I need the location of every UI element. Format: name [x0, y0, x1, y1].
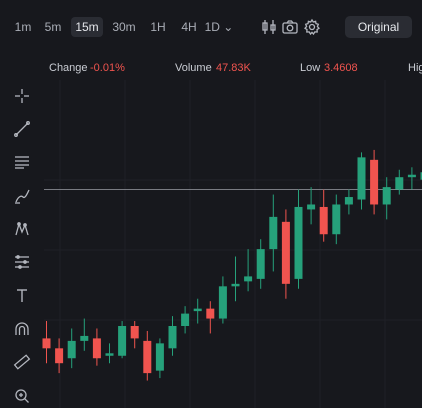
candle	[168, 316, 177, 356]
candle-body	[344, 197, 353, 205]
drawing-toolbar	[0, 82, 44, 408]
chart-grid	[44, 80, 422, 408]
crosshair-icon[interactable]	[12, 86, 32, 106]
candle	[130, 321, 139, 349]
candle	[319, 189, 328, 242]
candle-body	[370, 159, 379, 205]
indicators-icon[interactable]	[259, 17, 279, 37]
volume-label: Volume	[175, 62, 212, 74]
timeframe-4h[interactable]: 4H	[181, 20, 197, 34]
candle-body	[168, 326, 177, 349]
candle	[307, 187, 316, 225]
timeframe-1h[interactable]: 1H	[150, 20, 166, 34]
horizontal-lines-icon[interactable]	[12, 152, 32, 172]
top-bar: 1m 5m 15m 30m 1H 4H 1D ⌄ Original	[0, 0, 422, 54]
candle	[218, 276, 227, 324]
candle	[256, 239, 265, 289]
candle-body	[80, 335, 89, 341]
candle	[55, 338, 64, 374]
original-view-button[interactable]: Original	[345, 16, 412, 38]
pattern-icon[interactable]	[12, 219, 32, 239]
candle	[92, 328, 101, 366]
candles	[42, 149, 422, 381]
candle	[407, 167, 416, 190]
low-label: Low	[300, 62, 321, 74]
candle-body	[332, 204, 341, 235]
stats-bar: Change -0.01% Volume 47.83K Low 3.4608 H…	[0, 60, 422, 78]
candle	[105, 343, 114, 364]
candle-body	[42, 338, 51, 349]
candle-body	[281, 221, 290, 284]
candle-body	[294, 206, 303, 279]
candle-body	[244, 276, 253, 282]
candle	[231, 256, 240, 302]
change-value: -0.01%	[90, 62, 125, 74]
candle	[181, 306, 190, 334]
measure-lines-icon[interactable]	[12, 252, 32, 272]
candle	[143, 330, 152, 381]
candle	[420, 172, 422, 180]
timeframe-15m[interactable]: 15m	[71, 17, 103, 37]
ruler-icon[interactable]	[12, 352, 32, 372]
candle-body	[319, 206, 328, 235]
candle	[370, 149, 379, 215]
low-value: 3.4608	[324, 62, 358, 74]
candle	[294, 189, 303, 289]
candle-body	[55, 348, 64, 364]
candle	[193, 298, 202, 324]
magnet-icon[interactable]	[12, 319, 32, 339]
candle	[382, 177, 391, 220]
candle	[67, 328, 76, 369]
candle-body	[130, 326, 139, 339]
candle	[332, 194, 341, 245]
candle	[281, 209, 290, 299]
gear-icon[interactable]	[302, 17, 322, 37]
trend-line-icon[interactable]	[12, 119, 32, 139]
candle-body	[420, 172, 422, 180]
zoom-in-icon[interactable]	[12, 386, 32, 406]
timeframe-5m[interactable]: 5m	[44, 20, 62, 34]
candle	[118, 321, 127, 359]
timeframe-1m[interactable]: 1m	[14, 20, 32, 34]
candle-body	[92, 338, 101, 359]
candle	[155, 338, 164, 379]
candle	[42, 321, 51, 364]
candle-body	[143, 340, 152, 374]
timeframe-1d[interactable]: 1D ⌄	[204, 20, 234, 34]
volume-value: 47.83K	[216, 62, 251, 74]
candle	[269, 194, 278, 272]
candle-body	[357, 157, 366, 200]
candle-body	[67, 340, 76, 359]
candle-body	[269, 216, 278, 250]
candle-body	[218, 286, 227, 319]
candle	[244, 249, 253, 292]
candle-body	[155, 343, 164, 371]
change-label: Change	[49, 62, 88, 74]
high-label: Hig	[408, 62, 422, 74]
candle-body	[395, 177, 404, 190]
candle-body	[307, 204, 316, 210]
candle-body	[206, 308, 215, 319]
text-icon[interactable]	[12, 286, 32, 306]
camera-icon[interactable]	[280, 17, 300, 37]
candle	[357, 152, 366, 210]
candle	[206, 301, 215, 334]
candle	[344, 189, 353, 215]
candle-body	[118, 326, 127, 356]
candle-body	[181, 313, 190, 326]
timeframe-30m[interactable]: 30m	[112, 20, 136, 34]
candle-body	[193, 308, 202, 312]
candle-body	[105, 353, 114, 356]
candle-body	[382, 187, 391, 205]
candle	[80, 318, 89, 351]
brush-icon[interactable]	[12, 186, 32, 206]
candle-body	[407, 174, 416, 178]
candle-body	[256, 249, 265, 279]
candle-body	[231, 283, 240, 287]
candle	[395, 169, 404, 195]
